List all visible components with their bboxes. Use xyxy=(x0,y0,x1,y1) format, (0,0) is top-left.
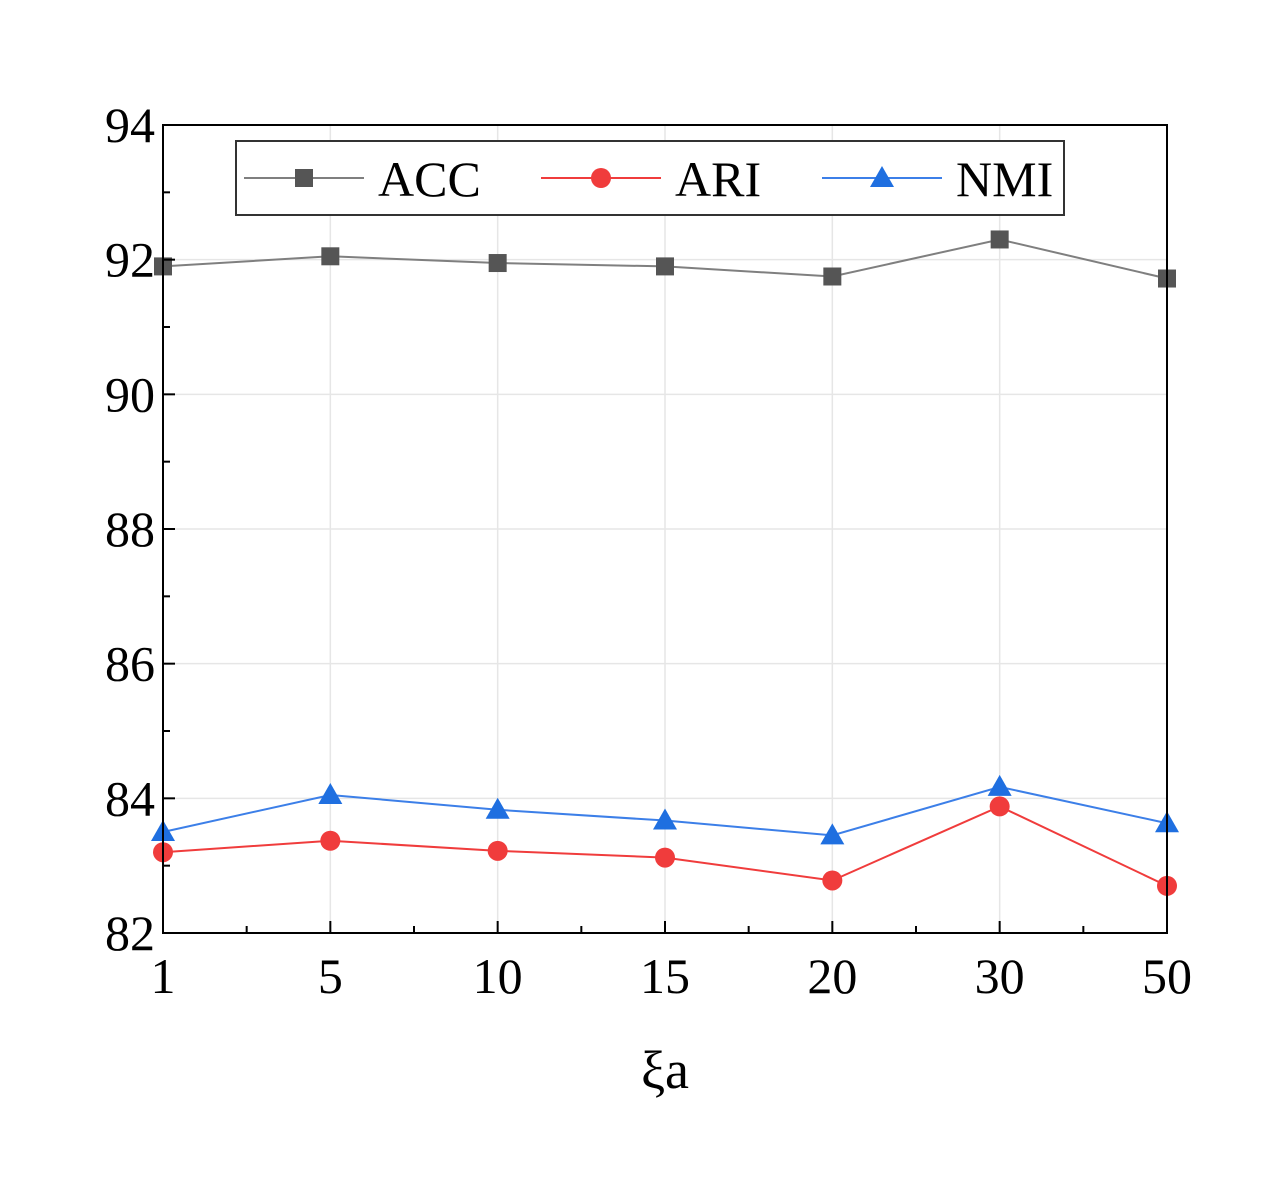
legend-ari-label: ARI xyxy=(675,151,761,207)
ari-data-point xyxy=(655,847,675,868)
x-tick-label: 5 xyxy=(318,948,343,1004)
acc-data-point xyxy=(321,247,340,266)
acc-data-point xyxy=(823,267,842,286)
y-tick-label: 86 xyxy=(105,636,155,692)
y-tick-label: 84 xyxy=(105,770,155,826)
legend-acc-label: ACC xyxy=(378,151,481,207)
x-tick-label: 10 xyxy=(473,948,523,1004)
legend-acc-marker xyxy=(295,169,313,187)
legend: ACC ARI NMI xyxy=(235,140,1065,216)
acc-data-point xyxy=(488,254,507,273)
series-markers xyxy=(151,230,1179,896)
ari-data-point xyxy=(487,840,508,861)
x-tick-label: 30 xyxy=(975,948,1025,1004)
y-tick-label: 82 xyxy=(105,905,155,961)
x-tick-label: 20 xyxy=(807,948,857,1004)
nmi-data-point xyxy=(318,782,343,804)
y-tick-label: 94 xyxy=(105,97,155,153)
axis-ticks xyxy=(162,124,1168,934)
y-tick-label: 92 xyxy=(105,232,155,288)
ari-data-point xyxy=(822,870,843,891)
y-tick-label: 88 xyxy=(105,501,155,557)
legend-nmi-label: NMI xyxy=(956,151,1053,207)
ari-data-point xyxy=(320,830,341,851)
nmi-data-point xyxy=(820,823,845,845)
x-tick-label: 1 xyxy=(151,948,176,1004)
x-tick-label: 50 xyxy=(1142,948,1192,1004)
y-tick-label: 90 xyxy=(105,366,155,422)
legend-ari-marker xyxy=(591,168,611,188)
x-axis-title: ξa xyxy=(641,1040,689,1100)
nmi-data-point xyxy=(485,797,510,819)
nmi-data-point xyxy=(987,774,1012,796)
ari-data-point xyxy=(989,796,1010,817)
x-tick-label: 15 xyxy=(640,948,690,1004)
acc-data-point xyxy=(990,230,1009,249)
legend-nmi-marker xyxy=(870,166,894,187)
nmi-data-point xyxy=(653,808,677,830)
acc-data-point xyxy=(656,257,674,276)
